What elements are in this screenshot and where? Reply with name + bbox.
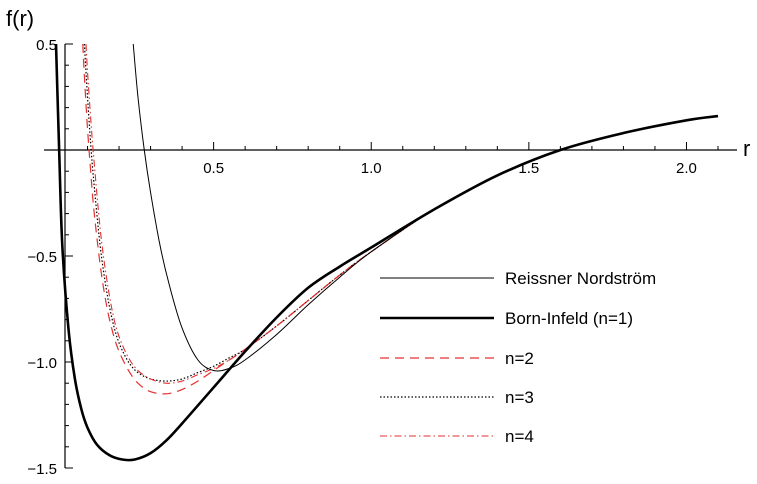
x-tick-label: 2.0 xyxy=(676,160,697,177)
y-tick-label: −1.0 xyxy=(27,355,57,372)
series-line-n-4 xyxy=(85,43,719,384)
legend-label-reissner-nordstr-m: Reissner Nordström xyxy=(505,269,656,288)
axes: 0.5 1.0 1.5 2.0 −1.5−1.0−0.50.5 xyxy=(27,37,737,478)
x-tick-label: 1.0 xyxy=(361,160,382,177)
legend-label-born-infeld-n-1: Born-Infeld (n=1) xyxy=(505,309,633,328)
series-line-n-3 xyxy=(83,43,719,382)
legend-label-n-4: n=4 xyxy=(505,427,534,446)
y-tick-label: −0.5 xyxy=(27,249,57,266)
series-line-born-infeld-n-1 xyxy=(54,43,719,462)
legend: Reissner Nordström Born-Infeld (n=1) n=2 n=… xyxy=(380,269,656,446)
series-line-n-2 xyxy=(82,43,719,395)
x-axis-label: r xyxy=(743,136,750,161)
x-ticks: 0.5 1.0 1.5 2.0 xyxy=(87,142,719,177)
y-tick-label: 0.5 xyxy=(36,37,57,54)
series-layer xyxy=(54,43,719,462)
y-tick-label: −1.5 xyxy=(27,461,57,478)
y-axis-label: f(r) xyxy=(6,6,34,31)
legend-label-n-3: n=3 xyxy=(505,388,534,407)
x-tick-label: 0.5 xyxy=(203,160,224,177)
legend-label-n-2: n=2 xyxy=(505,349,534,368)
y-ticks: −1.5 −1.0 −0.5 0.5 xyxy=(27,37,73,478)
